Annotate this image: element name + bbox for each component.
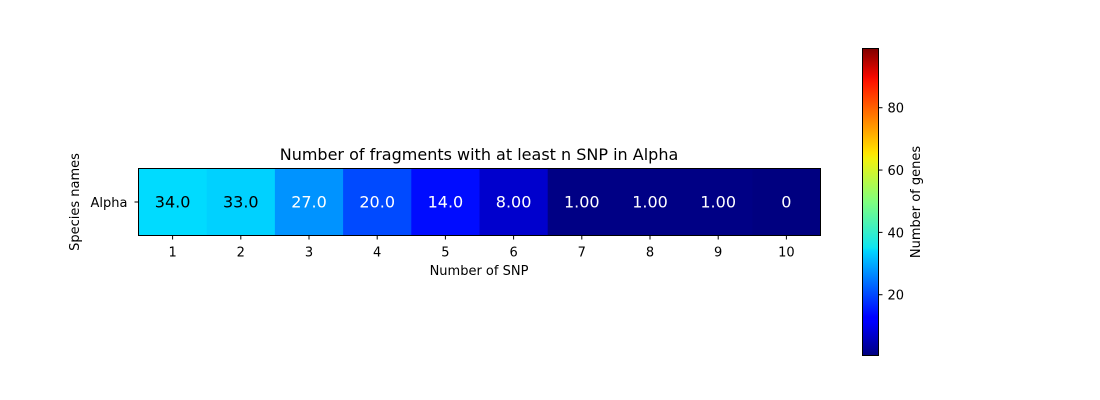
- x-tick-label: 3: [305, 246, 313, 261]
- cell-value-label: 14.0: [428, 193, 464, 212]
- cell-value-label: 34.0: [155, 193, 191, 212]
- colorbar-tick-label: 80: [888, 102, 905, 117]
- x-tick-label: 2: [237, 246, 245, 261]
- y-tick-label: Alpha: [91, 196, 128, 211]
- x-tick-label: 9: [714, 246, 722, 261]
- x-tick-label: 6: [509, 246, 517, 261]
- colorbar-label: Number of genes: [909, 146, 924, 259]
- heatmap-cell: [684, 168, 753, 236]
- colorbar-tick-label: 60: [888, 164, 905, 179]
- colorbar: 20 40 60 80 Number of genes: [862, 48, 924, 356]
- cell-value-label: 33.0: [223, 193, 259, 212]
- heatmap-cell: [411, 168, 480, 236]
- heatmap-cell: [206, 168, 276, 236]
- chart-title: Number of fragments with at least n SNP …: [280, 145, 679, 164]
- x-tick-label: 8: [646, 246, 654, 261]
- heatmap-cell: [274, 168, 344, 236]
- x-axis-label: Number of SNP: [430, 264, 529, 279]
- heatmap-cell: [343, 168, 412, 236]
- x-tick-label: 1: [168, 246, 176, 261]
- y-axis-label: Species names: [68, 153, 83, 251]
- colorbar-tick-label: 40: [888, 226, 905, 241]
- x-tick-label: 5: [441, 246, 449, 261]
- cell-value-label: 1.00: [564, 193, 600, 212]
- cell-value-label: 1.00: [632, 193, 668, 212]
- cell-value-label: 1.00: [700, 193, 736, 212]
- colorbar-gradient: [862, 48, 879, 356]
- colorbar-ticks: 20 40 60 80: [878, 102, 905, 304]
- cell-value-label: 0: [781, 193, 791, 212]
- colorbar-tick-label: 20: [888, 289, 905, 304]
- x-tick-label: 4: [373, 246, 381, 261]
- heatmap-cell: [138, 168, 208, 236]
- cell-value-label: 20.0: [359, 193, 395, 212]
- y-axis: Alpha: [91, 196, 139, 211]
- heatmap-cells: 34.0 33.0 27.0 20.0 14.0 8.00 1.00 1.00 1.00 0: [138, 168, 821, 236]
- heatmap-cell: [752, 168, 821, 236]
- x-tick-label: 10: [778, 246, 795, 261]
- heatmap-cell: [479, 168, 549, 236]
- cell-value-label: 27.0: [291, 193, 327, 212]
- heatmap-cell: [615, 168, 685, 236]
- x-axis: 1 2 3 4 5 6 7 8 9 10: [168, 235, 795, 261]
- cell-value-label: 8.00: [496, 193, 532, 212]
- x-tick-label: 7: [578, 246, 586, 261]
- heatmap-cell: [547, 168, 617, 236]
